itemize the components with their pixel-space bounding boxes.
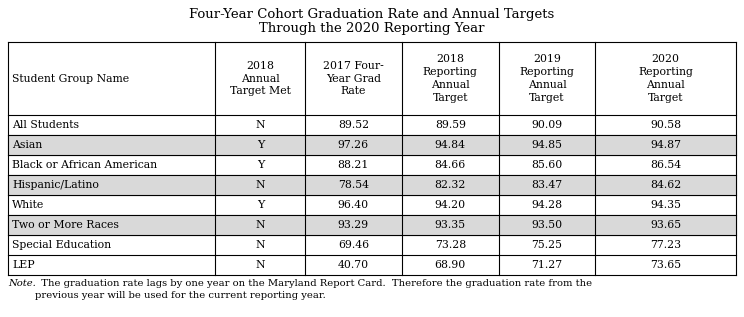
Text: 75.25: 75.25 [531,240,562,250]
Text: Black or African American: Black or African American [12,160,157,170]
Text: N: N [255,180,265,190]
Text: Y: Y [257,140,264,150]
Text: 94.84: 94.84 [434,140,466,150]
Text: 93.35: 93.35 [434,220,466,230]
Text: Hispanic/Latino: Hispanic/Latino [12,180,99,190]
Text: N: N [255,260,265,270]
Text: Y: Y [257,200,264,210]
Text: 93.29: 93.29 [338,220,369,230]
Text: 97.26: 97.26 [338,140,369,150]
Text: Note.: Note. [8,279,36,288]
Text: 40.70: 40.70 [338,260,369,270]
Text: 94.28: 94.28 [531,200,562,210]
Text: 78.54: 78.54 [338,180,369,190]
Text: 89.59: 89.59 [434,120,466,130]
Text: 73.65: 73.65 [650,260,682,270]
Text: 2018
Reporting
Annual
Target: 2018 Reporting Annual Target [423,55,478,103]
Text: 2019
Reporting
Annual
Target: 2019 Reporting Annual Target [519,55,574,103]
Text: 82.32: 82.32 [434,180,466,190]
Bar [8,135,736,155]
Bar [8,175,736,195]
Text: Four-Year Cohort Graduation Rate and Annual Targets: Four-Year Cohort Graduation Rate and Ann… [190,8,554,21]
Text: 2020
Reporting
Annual
Target: 2020 Reporting Annual Target [638,55,693,103]
Text: N: N [255,120,265,130]
Text: 69.46: 69.46 [338,240,369,250]
Text: Through the 2020 Reporting Year: Through the 2020 Reporting Year [259,22,485,35]
Text: 84.62: 84.62 [650,180,682,190]
Text: N: N [255,240,265,250]
Text: 90.09: 90.09 [531,120,562,130]
Text: White: White [12,200,44,210]
Text: 77.23: 77.23 [650,240,682,250]
Text: 71.27: 71.27 [531,260,562,270]
Text: N: N [255,220,265,230]
Text: 94.35: 94.35 [650,200,682,210]
Text: 2018
Annual
Target Met: 2018 Annual Target Met [230,61,291,96]
Text: Student Group Name: Student Group Name [12,74,129,84]
Text: The graduation rate lags by one year on the Maryland Report Card.  Therefore the: The graduation rate lags by one year on … [35,279,592,300]
Text: Asian: Asian [12,140,42,150]
Text: Y: Y [257,160,264,170]
Text: 96.40: 96.40 [338,200,369,210]
Text: 94.20: 94.20 [434,200,466,210]
Text: 2017 Four-
Year Grad
Rate: 2017 Four- Year Grad Rate [323,61,384,96]
Text: Special Education: Special Education [12,240,111,250]
Text: 84.66: 84.66 [434,160,466,170]
Text: 85.60: 85.60 [531,160,562,170]
Text: 94.87: 94.87 [650,140,682,150]
Text: 68.90: 68.90 [434,260,466,270]
Text: 90.58: 90.58 [650,120,682,130]
Text: 89.52: 89.52 [338,120,369,130]
Text: Two or More Races: Two or More Races [12,220,119,230]
Text: 93.65: 93.65 [650,220,682,230]
Text: 88.21: 88.21 [338,160,369,170]
Text: 93.50: 93.50 [531,220,562,230]
Text: 83.47: 83.47 [531,180,562,190]
Text: 94.85: 94.85 [531,140,562,150]
Text: 73.28: 73.28 [434,240,466,250]
Text: All Students: All Students [12,120,79,130]
Text: LEP: LEP [12,260,35,270]
Text: 86.54: 86.54 [650,160,682,170]
Bar [8,215,736,235]
